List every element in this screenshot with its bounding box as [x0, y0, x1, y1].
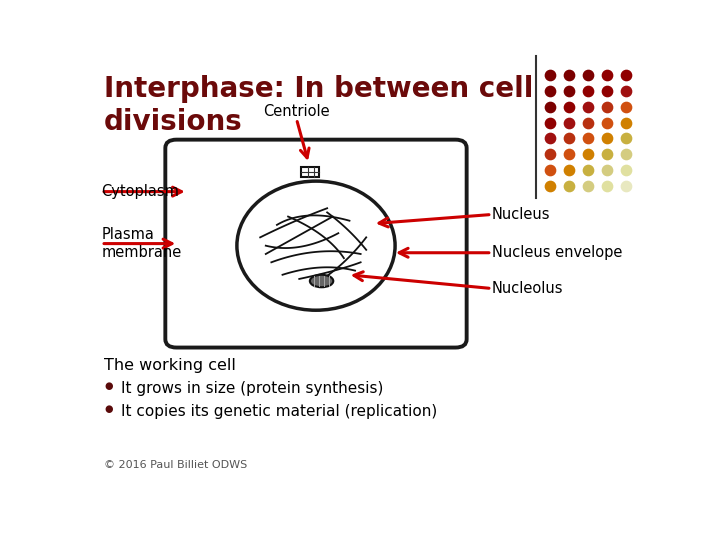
Point — [564, 166, 575, 174]
Point — [582, 87, 594, 96]
Point — [544, 103, 556, 111]
Point — [601, 103, 613, 111]
Text: It grows in size (protein synthesis): It grows in size (protein synthesis) — [121, 381, 383, 396]
Text: Cytoplasm: Cytoplasm — [101, 184, 179, 199]
Text: It copies its genetic material (replication): It copies its genetic material (replicat… — [121, 404, 437, 418]
Point — [621, 181, 632, 190]
Ellipse shape — [237, 181, 395, 310]
Text: © 2016 Paul Billiet ODWS: © 2016 Paul Billiet ODWS — [104, 460, 247, 470]
Point — [564, 87, 575, 96]
Point — [582, 166, 594, 174]
Point — [544, 87, 556, 96]
Point — [564, 150, 575, 159]
Point — [544, 181, 556, 190]
Point — [564, 181, 575, 190]
Text: Nucleolus: Nucleolus — [492, 281, 563, 296]
Point — [544, 134, 556, 143]
Point — [621, 166, 632, 174]
Point — [601, 181, 613, 190]
Point — [582, 181, 594, 190]
Text: Nucleus envelope: Nucleus envelope — [492, 245, 622, 260]
Point — [601, 71, 613, 79]
Point — [564, 103, 575, 111]
Text: ●: ● — [104, 404, 112, 414]
Ellipse shape — [310, 275, 333, 287]
Text: Plasma
membrane: Plasma membrane — [101, 227, 181, 260]
Point — [582, 134, 594, 143]
Point — [582, 103, 594, 111]
Point — [601, 150, 613, 159]
Point — [621, 103, 632, 111]
Text: The working cell: The working cell — [104, 358, 236, 373]
Point — [621, 87, 632, 96]
Text: ●: ● — [104, 381, 112, 391]
Point — [544, 118, 556, 127]
Point — [544, 166, 556, 174]
Point — [582, 118, 594, 127]
Point — [621, 150, 632, 159]
Text: Interphase: In between cell
divisions: Interphase: In between cell divisions — [104, 75, 534, 136]
Text: Nucleus: Nucleus — [492, 207, 550, 222]
Point — [601, 118, 613, 127]
Point — [564, 118, 575, 127]
Point — [601, 87, 613, 96]
Point — [621, 71, 632, 79]
Bar — [302, 167, 320, 177]
Point — [564, 134, 575, 143]
Text: Centriole: Centriole — [263, 104, 330, 119]
Point — [582, 150, 594, 159]
Point — [544, 150, 556, 159]
Point — [621, 118, 632, 127]
Point — [544, 71, 556, 79]
FancyBboxPatch shape — [166, 140, 467, 348]
Point — [601, 166, 613, 174]
Point — [582, 71, 594, 79]
Point — [564, 71, 575, 79]
Point — [601, 134, 613, 143]
Point — [621, 134, 632, 143]
